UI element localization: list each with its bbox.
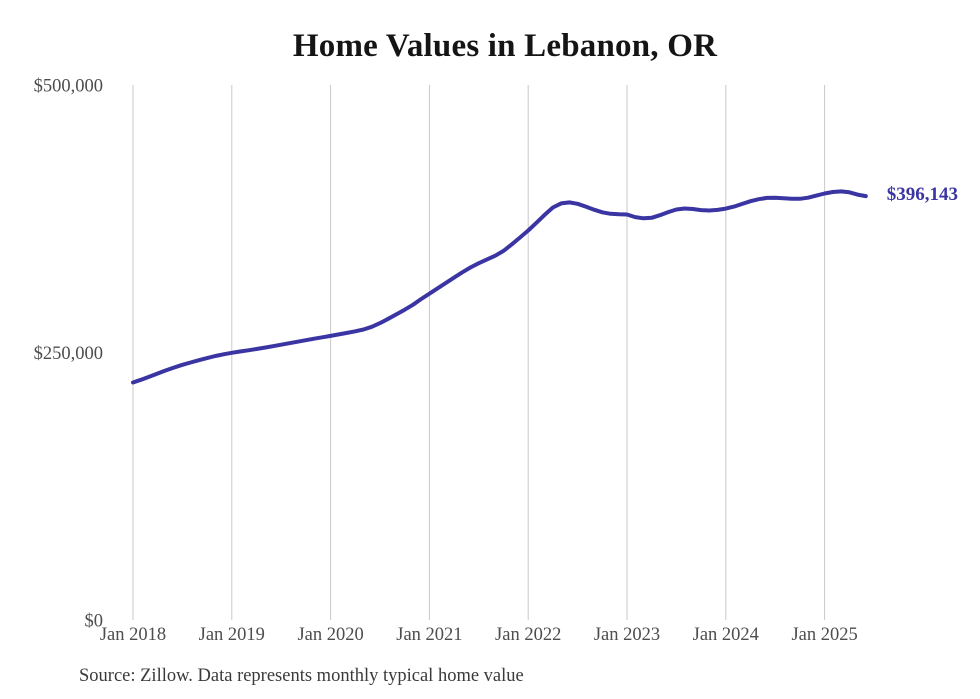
home-value-line (131, 189, 868, 385)
x-tick-label: Jan 2019 (199, 625, 265, 645)
end-value-label: $396,143 (886, 184, 959, 206)
x-tick-label: Jan 2023 (594, 625, 660, 645)
y-tick-label: $0 (85, 612, 104, 632)
x-tick-label: Jan 2024 (693, 625, 759, 645)
x-tick-label: Jan 2021 (396, 625, 462, 645)
x-tick-label: Jan 2020 (297, 625, 363, 645)
x-tick-label: Jan 2018 (100, 625, 166, 645)
y-tick-label: $250,000 (34, 344, 103, 364)
x-tick-label: Jan 2022 (495, 625, 561, 645)
x-tick-label: Jan 2025 (791, 625, 857, 645)
y-tick-label: $500,000 (34, 77, 103, 97)
chart-title: Home Values in Lebanon, OR (292, 28, 718, 64)
source-note: Source: Zillow. Data represents monthly … (79, 666, 524, 686)
